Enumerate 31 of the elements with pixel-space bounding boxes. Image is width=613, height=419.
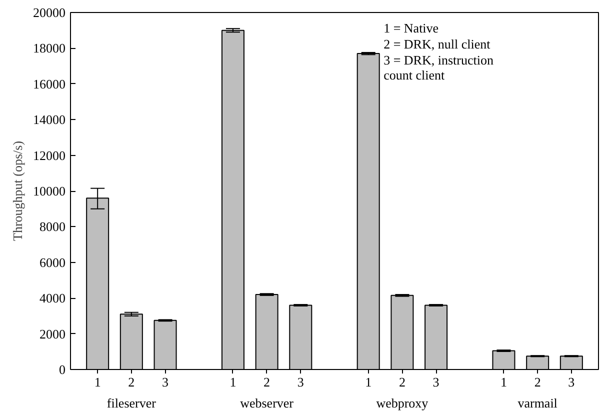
y-axis-title: Throughput (ops/s): [10, 140, 25, 242]
x-tick-label: 2: [398, 374, 406, 390]
x-tick-label: 1: [365, 374, 372, 390]
y-tick-label: 6000: [40, 254, 66, 270]
y-tick-label: 8000: [40, 219, 66, 234]
x-tick-label: 3: [297, 374, 304, 390]
y-tick-label: 0: [59, 362, 66, 377]
x-tick-label: 3: [432, 374, 440, 390]
text: varmail: [518, 396, 558, 410]
x-tick-label: 1: [94, 374, 101, 390]
x-tick-label: 2: [264, 374, 270, 390]
annotation: 1 = Native: [384, 20, 439, 36]
x-tick-label: 3: [162, 374, 169, 390]
y-tick-label: 12000: [33, 148, 66, 163]
text: fileserver: [106, 396, 157, 410]
y-tick-label: 16000: [33, 76, 66, 92]
x-tick-label: 2: [534, 374, 541, 390]
y-tick-label: 10000: [33, 184, 66, 198]
annotation: 3 = DRK, instruction count client: [384, 52, 494, 82]
x-tick-label: 3: [568, 374, 575, 390]
y-tick-label: 4000: [40, 290, 66, 306]
text: webproxy: [376, 396, 429, 410]
x-tick-label: 1: [500, 374, 507, 390]
x-tick-label: 1: [230, 374, 236, 390]
text: webserver: [240, 396, 294, 410]
y-tick-label: 2000: [40, 326, 66, 342]
x-tick-label: 2: [128, 374, 135, 390]
y-tick-label: 14000: [33, 112, 66, 128]
y-tick-label: 20000: [33, 5, 66, 20]
y-tick-label: 18000: [33, 40, 66, 56]
annotation: 2 = DRK, null client: [384, 36, 491, 52]
